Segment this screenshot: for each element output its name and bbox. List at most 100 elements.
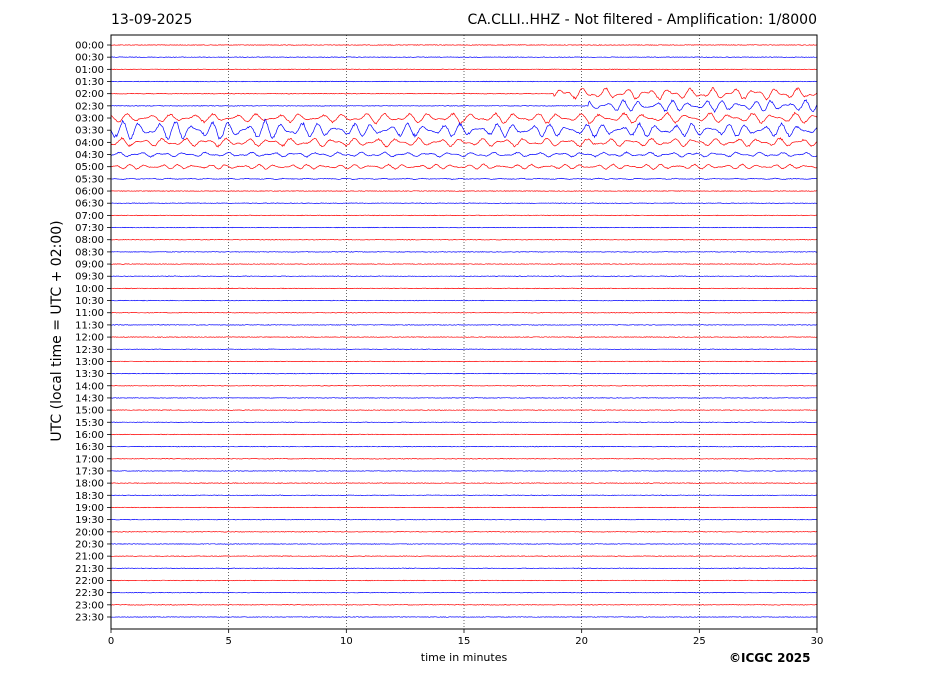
trace-2300 bbox=[111, 604, 818, 606]
trace-0830 bbox=[110, 251, 818, 253]
y-tick-label: 17:30 bbox=[75, 466, 104, 477]
trace-1930 bbox=[110, 518, 817, 521]
y-tick-label: 21:30 bbox=[75, 564, 104, 575]
y-tick-label: 01:00 bbox=[75, 65, 104, 76]
x-tick-label: 10 bbox=[340, 636, 353, 647]
trace-0930 bbox=[110, 275, 817, 277]
y-tick-label: 12:30 bbox=[75, 345, 104, 356]
trace-0030 bbox=[110, 56, 817, 58]
trace-0430 bbox=[111, 151, 818, 158]
trace-2230 bbox=[111, 591, 817, 594]
trace-1030 bbox=[111, 299, 817, 302]
date-label: 13-09-2025 bbox=[111, 12, 193, 28]
trace-0400 bbox=[110, 136, 818, 148]
trace-2100 bbox=[110, 555, 817, 557]
y-tick-label: 04:00 bbox=[75, 138, 104, 149]
y-tick-label: 13:00 bbox=[75, 357, 104, 368]
y-tick-label: 19:00 bbox=[75, 503, 104, 514]
trace-2330 bbox=[110, 616, 817, 618]
trace-0800 bbox=[110, 238, 817, 241]
trace-2030 bbox=[110, 543, 818, 545]
y-tick-label: 19:30 bbox=[75, 515, 104, 526]
y-tick-label: 04:30 bbox=[75, 150, 104, 161]
trace-2000 bbox=[110, 531, 817, 533]
y-tick-label: 05:30 bbox=[75, 174, 104, 185]
y-tick-label: 03:30 bbox=[75, 126, 104, 137]
y-tick-label: 05:00 bbox=[75, 162, 104, 173]
trace-0230 bbox=[110, 99, 818, 113]
trace-0900 bbox=[111, 263, 818, 265]
y-tick-label: 09:00 bbox=[75, 260, 104, 271]
x-axis-label: time in minutes bbox=[420, 651, 508, 664]
y-tick-label: 18:30 bbox=[75, 491, 104, 502]
y-tick-label: 18:00 bbox=[75, 479, 104, 490]
x-tick-label: 0 bbox=[108, 636, 114, 647]
y-tick-label: 08:30 bbox=[75, 247, 104, 258]
y-axis-label: UTC (local time = UTC + 02:00) bbox=[49, 220, 65, 442]
x-tick-label: 5 bbox=[225, 636, 231, 647]
y-tick-label: 07:30 bbox=[75, 223, 104, 234]
trace-1230 bbox=[110, 348, 818, 350]
y-tick-label: 00:00 bbox=[75, 41, 104, 52]
trace-0730 bbox=[111, 226, 817, 229]
trace-0100 bbox=[110, 68, 817, 71]
x-tick-label: 25 bbox=[693, 636, 706, 647]
y-tick-label: 01:30 bbox=[75, 77, 104, 88]
y-tick-label: 16:30 bbox=[75, 442, 104, 453]
trace-0500 bbox=[110, 163, 817, 170]
trace-1530 bbox=[110, 421, 818, 424]
y-tick-label: 07:00 bbox=[75, 211, 104, 222]
y-tick-label: 06:00 bbox=[75, 187, 104, 198]
trace-1730 bbox=[110, 470, 818, 472]
y-tick-label: 14:00 bbox=[75, 381, 104, 392]
trace-1800 bbox=[110, 482, 818, 484]
trace-1630 bbox=[110, 445, 817, 448]
trace-1400 bbox=[110, 385, 818, 387]
y-tick-label: 15:00 bbox=[75, 406, 104, 417]
trace-1100 bbox=[110, 311, 817, 314]
trace-2130 bbox=[110, 567, 817, 570]
trace-2200 bbox=[110, 579, 817, 582]
trace-0630 bbox=[110, 202, 817, 204]
trace-0600 bbox=[110, 190, 817, 192]
y-tick-label: 23:00 bbox=[75, 600, 104, 611]
trace-1500 bbox=[111, 409, 818, 411]
trace-0130 bbox=[110, 80, 817, 83]
trace-1430 bbox=[111, 397, 817, 399]
y-tick-label: 09:30 bbox=[75, 272, 104, 283]
y-tick-label: 16:00 bbox=[75, 430, 104, 441]
y-tick-label: 08:00 bbox=[75, 235, 104, 246]
y-tick-label: 20:00 bbox=[75, 527, 104, 538]
x-tick-label: 30 bbox=[811, 636, 824, 647]
trace-0530 bbox=[111, 177, 817, 181]
trace-0000 bbox=[110, 44, 817, 46]
trace-1700 bbox=[110, 458, 818, 460]
y-tick-label: 02:00 bbox=[75, 89, 104, 100]
y-tick-label: 14:30 bbox=[75, 393, 104, 404]
x-tick-label: 15 bbox=[458, 636, 471, 647]
traces-group bbox=[110, 44, 818, 618]
trace-1300 bbox=[110, 360, 818, 363]
y-tick-label: 22:30 bbox=[75, 588, 104, 599]
trace-1330 bbox=[111, 372, 817, 375]
y-tick-label: 22:00 bbox=[75, 576, 104, 587]
y-tick-label: 03:00 bbox=[75, 114, 104, 125]
trace-0700 bbox=[111, 214, 817, 217]
y-tick-label: 23:30 bbox=[75, 612, 104, 623]
y-tick-label: 21:00 bbox=[75, 552, 104, 563]
trace-1130 bbox=[110, 324, 818, 326]
chart-title: CA.CLLI..HHZ - Not filtered - Amplificat… bbox=[467, 12, 817, 28]
copyright-label: ©ICGC 2025 bbox=[729, 651, 811, 665]
trace-1200 bbox=[110, 336, 818, 338]
y-tick-label: 10:30 bbox=[75, 296, 104, 307]
x-tick-label: 20 bbox=[575, 636, 588, 647]
y-tick-label: 10:00 bbox=[75, 284, 104, 295]
y-tick-label: 00:30 bbox=[75, 53, 104, 64]
y-tick-label: 15:30 bbox=[75, 418, 104, 429]
y-tick-label: 06:30 bbox=[75, 199, 104, 210]
y-tick-label: 12:00 bbox=[75, 333, 104, 344]
trace-1900 bbox=[110, 506, 817, 509]
trace-0200 bbox=[110, 86, 818, 101]
trace-1600 bbox=[110, 433, 818, 436]
y-tick-label: 02:30 bbox=[75, 101, 104, 112]
